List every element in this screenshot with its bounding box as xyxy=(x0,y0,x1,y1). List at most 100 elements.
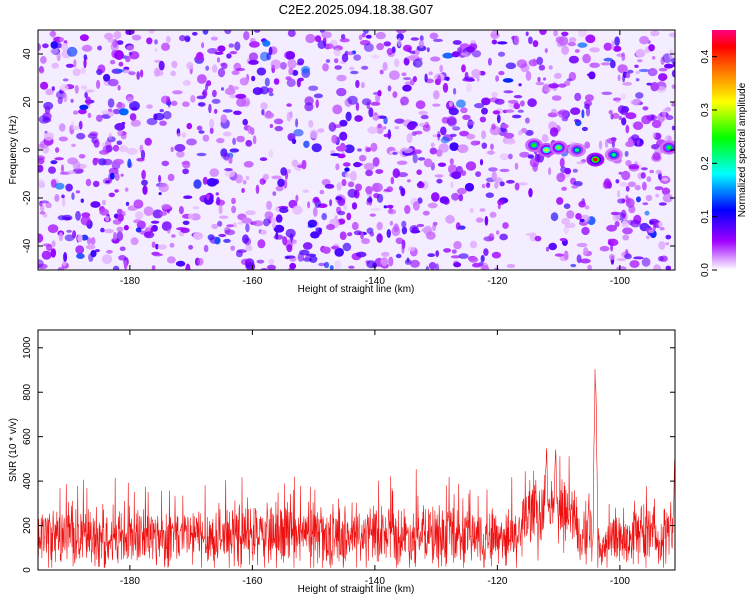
heatmap-cell xyxy=(664,63,674,69)
heatmap-cell xyxy=(614,221,620,227)
heatmap-cell xyxy=(400,96,409,106)
heatmap-cell xyxy=(415,100,426,110)
heatmap-cell xyxy=(251,75,256,82)
heatmap-cell xyxy=(61,197,66,208)
heatmap-cell xyxy=(63,92,68,103)
heatmap-cell xyxy=(559,238,567,242)
heatmap-cell xyxy=(292,239,297,246)
heatmap-cell xyxy=(58,136,68,142)
heatmap-cell xyxy=(166,35,171,43)
heatmap-cell xyxy=(651,143,660,150)
heatmap-cell xyxy=(582,53,591,64)
heatmap-cell xyxy=(141,169,146,180)
heatmap-cell xyxy=(42,43,49,49)
spectrogram-panel: -180 -160 -140 -120 -100 -40 -20 0 20 40 Height o… xyxy=(8,29,676,295)
heatmap-cell xyxy=(672,61,675,68)
heatmap-cell xyxy=(261,109,265,116)
heatmap-cell xyxy=(183,195,193,199)
heatmap-cell xyxy=(448,101,453,107)
heatmap-cell xyxy=(651,119,662,129)
heatmap-cell xyxy=(195,51,204,61)
heatmap-cell xyxy=(334,247,345,257)
heatmap-cell xyxy=(644,210,650,216)
heatmap-cell xyxy=(202,89,208,98)
heatmap-cell xyxy=(369,213,376,217)
heatmap-cell xyxy=(514,162,519,170)
heatmap-cell xyxy=(508,153,513,160)
spectrogram-x-tick-label: -160 xyxy=(242,276,262,287)
heatmap-cell xyxy=(635,48,646,58)
heatmap-cell xyxy=(466,46,475,53)
heatmap-cell xyxy=(439,64,444,73)
heatmap-cell xyxy=(404,205,411,214)
spectrogram-y-tick-label: -20 xyxy=(22,190,33,205)
heatmap-cell xyxy=(481,130,487,140)
heatmap-cell xyxy=(556,197,564,205)
heatmap-cell xyxy=(579,258,591,264)
heatmap-cell xyxy=(54,157,64,161)
heatmap-cell xyxy=(80,67,86,75)
heatmap-cell xyxy=(243,30,250,41)
heatmap-cell xyxy=(125,187,129,192)
heatmap-cell xyxy=(630,219,641,228)
heatmap-cell xyxy=(108,132,112,140)
heatmap-cell xyxy=(196,125,203,131)
heatmap-cell xyxy=(39,211,46,215)
heatmap-cell xyxy=(113,50,124,60)
heatmap-cell xyxy=(464,182,475,192)
heatmap-cell xyxy=(427,202,438,209)
heatmap-cell xyxy=(99,208,109,216)
heatmap-cell xyxy=(554,253,564,257)
heatmap-cell xyxy=(621,117,627,126)
heatmap-cell xyxy=(101,110,112,115)
heatmap-cell xyxy=(317,40,327,49)
heatmap-cell xyxy=(74,85,79,94)
heatmap-cell xyxy=(49,30,57,37)
heatmap-cell xyxy=(303,140,310,148)
heatmap-cell xyxy=(260,229,267,235)
heatmap-cell xyxy=(51,240,56,248)
heatmap-cell xyxy=(286,169,291,174)
heatmap-cell xyxy=(112,108,121,115)
heatmap-cell xyxy=(190,95,196,103)
heatmap-cell xyxy=(130,119,141,127)
heatmap-cell xyxy=(642,106,649,111)
heatmap-cell xyxy=(299,249,310,256)
heatmap-cell xyxy=(479,159,484,166)
heatmap-cell xyxy=(212,64,218,73)
heatmap-cell xyxy=(109,59,116,65)
heatmap-cell xyxy=(146,118,158,126)
heatmap-cell xyxy=(236,249,247,253)
heatmap-cell xyxy=(534,235,542,242)
heatmap-cell xyxy=(110,41,119,52)
heatmap-cell xyxy=(154,48,158,52)
heatmap-cell xyxy=(564,167,572,175)
heatmap-cell xyxy=(231,70,240,76)
heatmap-cell xyxy=(587,264,592,270)
heatmap-cell xyxy=(456,187,467,195)
heatmap-cell xyxy=(480,255,485,263)
heatmap-cell xyxy=(370,101,381,106)
heatmap-cell xyxy=(475,217,484,223)
heatmap-cell xyxy=(576,161,586,165)
heatmap-cell xyxy=(418,110,429,116)
heatmap-cell xyxy=(665,234,672,240)
heatmap-cell xyxy=(224,229,236,236)
heatmap-cell xyxy=(266,200,273,211)
heatmap-cell xyxy=(502,222,509,229)
heatmap-cell xyxy=(403,147,413,154)
heatmap-cell xyxy=(394,126,400,130)
heatmap-cell xyxy=(231,205,237,214)
heatmap-cell xyxy=(126,147,138,155)
heatmap-cell xyxy=(66,229,72,233)
heatmap-cell xyxy=(325,43,334,49)
heatmap-cell xyxy=(223,238,231,243)
heatmap-cell xyxy=(321,213,328,221)
heatmap-cell xyxy=(107,98,115,108)
heatmap-cell xyxy=(275,231,279,240)
heatmap-cell xyxy=(264,211,274,220)
heatmap-cell xyxy=(548,83,560,89)
heatmap-cell xyxy=(351,221,359,231)
heatmap-cell xyxy=(640,172,646,179)
heatmap-cell xyxy=(126,45,135,52)
